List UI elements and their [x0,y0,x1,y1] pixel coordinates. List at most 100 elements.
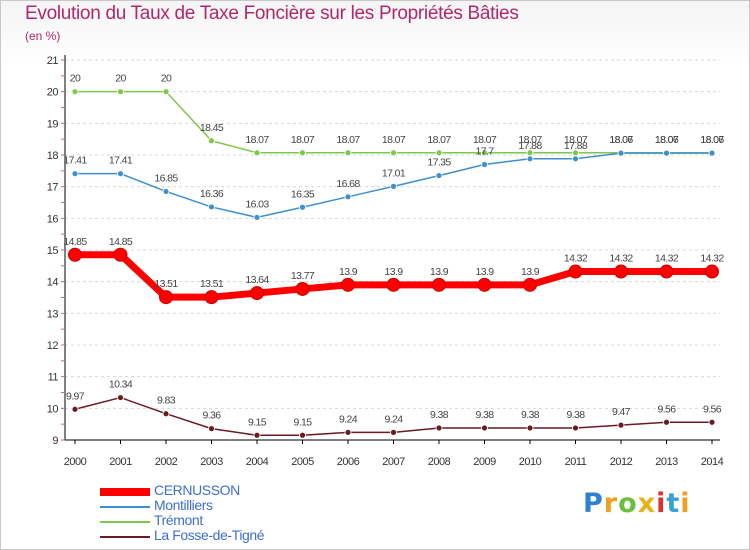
x-tick-label: 2009 [473,456,496,468]
data-label: 18.45 [200,122,224,134]
y-tick-label: 21 [47,55,59,67]
data-point [523,277,537,292]
data-label: 14.32 [564,253,588,265]
chart-title: Evolution du Taux de Taxe Foncière sur l… [25,3,519,24]
data-label: 13.77 [291,270,315,282]
data-point [659,264,674,279]
data-label: 16.85 [154,172,178,184]
data-point [250,286,264,301]
data-label: 20 [161,73,172,85]
data-point [299,149,306,157]
data-point [117,88,124,96]
data-label: 20 [70,73,81,85]
data-point [299,203,306,211]
data-point [572,155,579,163]
x-tick-label: 2004 [246,456,269,468]
logo-letter: o [618,488,638,519]
y-tick-label: 17 [47,182,59,194]
data-label: 18.07 [700,134,724,146]
chart-unit-label: (en %) [25,29,61,43]
x-tick-label: 2007 [382,456,405,468]
data-label: 13.9 [430,266,449,278]
data-label: 14.85 [63,236,87,248]
data-point [568,264,583,279]
data-label: 13.64 [245,274,269,286]
data-label: 9.47 [612,406,631,418]
data-point [162,188,170,195]
data-point [71,405,79,413]
data-point [432,277,446,292]
data-label: 18.06 [609,134,633,146]
data-label: 18.07 [291,134,315,146]
logo-letter: x [637,488,657,519]
data-point [390,428,397,436]
x-tick-label: 2011 [565,456,587,468]
data-point [526,424,534,432]
x-tick-label: 2006 [337,456,360,468]
data-point [344,428,352,436]
data-label: 17.35 [427,157,451,169]
data-label: 9.24 [339,413,358,425]
data-label: 18.07 [655,134,679,146]
data-label: 9.38 [475,409,494,421]
data-label: 14.32 [700,253,724,265]
y-tick-label: 18 [47,150,59,162]
legend-label: Montilliers [154,497,213,513]
data-label: 9.15 [293,416,312,428]
data-label: 9.24 [384,413,403,425]
data-label: 18.07 [336,134,360,146]
data-label: 20 [115,73,126,85]
data-point [113,247,128,262]
data-label: 16.35 [291,188,315,200]
data-point [386,277,401,292]
data-point [481,161,488,168]
x-tick-label: 2010 [519,456,542,468]
data-label: 9.36 [202,410,221,422]
legend-label: CERNUSSON [154,482,240,498]
data-point [295,281,310,296]
data-point [663,149,670,157]
data-label: 9.15 [248,416,267,428]
y-tick-label: 20 [47,87,59,99]
x-tick-label: 2008 [428,456,451,468]
y-tick-label: 16 [47,213,59,225]
logo-letter: r [603,488,619,519]
data-label: 9.38 [521,409,540,421]
data-label: 17.41 [109,155,133,167]
data-label: 17.88 [564,140,588,152]
data-point [117,170,124,178]
data-label: 16.68 [336,178,360,190]
data-point [204,290,219,305]
data-label: 9.97 [66,390,85,402]
data-label: 18.07 [473,134,497,146]
data-label: 13.9 [475,266,494,278]
data-point [253,213,261,221]
data-label: 18.07 [245,134,269,146]
data-label: 16.03 [245,198,269,210]
data-label: 18.07 [609,134,633,146]
legend-swatch [100,506,150,508]
data-point [341,277,355,292]
data-point [435,424,443,432]
data-label: 13.51 [154,278,178,290]
data-label: 18.06 [700,134,724,146]
x-tick-label: 2001 [109,456,132,468]
y-tick-label: 11 [48,372,59,384]
data-label: 9.56 [703,403,722,415]
data-label: 18.07 [564,134,588,146]
data-label: 9.83 [157,395,176,407]
data-point [253,149,261,157]
data-point [162,410,170,418]
data-label: 17.41 [63,155,87,167]
legend-label: Trémont [154,512,203,528]
data-point [481,424,488,432]
x-tick-label: 2000 [64,456,87,468]
data-point [253,431,261,439]
data-point [617,421,625,429]
data-point [68,247,82,262]
data-point [481,149,488,157]
data-point [71,88,79,96]
x-tick-label: 2014 [701,456,724,468]
data-point [390,182,397,190]
logo-letter: i [680,488,691,519]
